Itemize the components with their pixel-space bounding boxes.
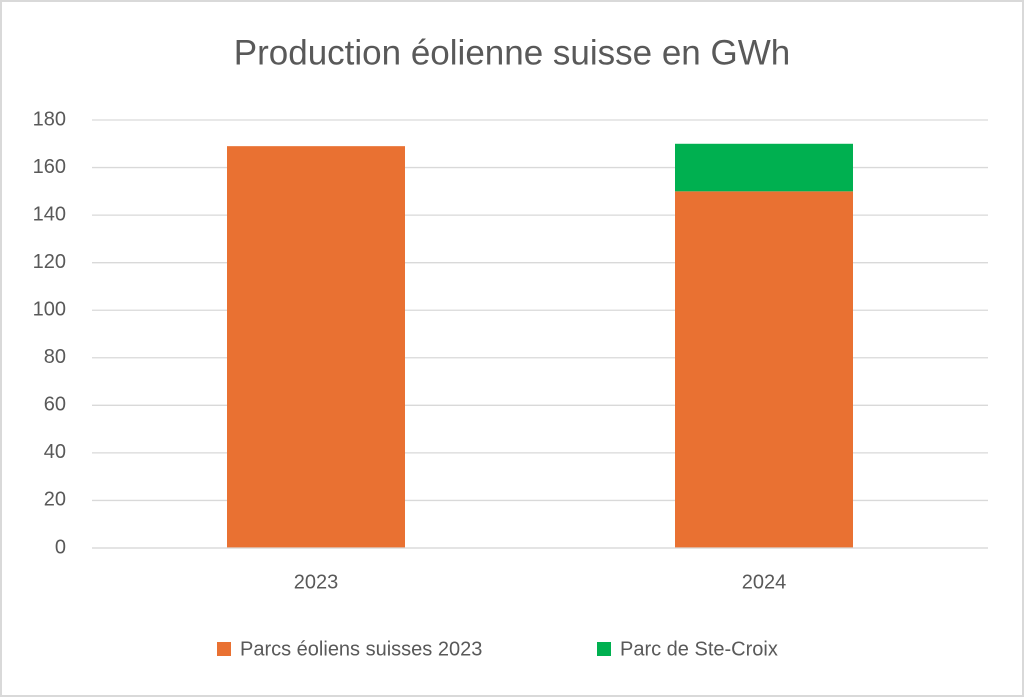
y-tick-label: 100 bbox=[33, 299, 66, 321]
x-tick-label: 2024 bbox=[742, 571, 787, 593]
legend-label: Parcs éoliens suisses 2023 bbox=[240, 638, 482, 660]
y-tick-label: 120 bbox=[33, 251, 66, 273]
bar-segment bbox=[675, 191, 853, 549]
bar-segment bbox=[675, 143, 853, 192]
y-tick-label: 20 bbox=[44, 489, 66, 511]
y-tick-label: 180 bbox=[33, 108, 66, 130]
x-tick-label: 2023 bbox=[294, 571, 339, 593]
legend-label: Parc de Ste-Croix bbox=[620, 638, 778, 660]
y-tick-label: 80 bbox=[44, 346, 66, 368]
y-tick-label: 160 bbox=[33, 156, 66, 178]
legend-swatch bbox=[217, 642, 231, 656]
y-tick-label: 40 bbox=[44, 441, 66, 463]
chart-title: Production éolienne suisse en GWh bbox=[234, 33, 790, 72]
y-tick-label: 0 bbox=[55, 536, 66, 558]
y-tick-label: 60 bbox=[44, 394, 66, 416]
legend-swatch bbox=[597, 642, 611, 656]
bar-segment bbox=[227, 146, 405, 548]
y-tick-label: 140 bbox=[33, 203, 66, 225]
